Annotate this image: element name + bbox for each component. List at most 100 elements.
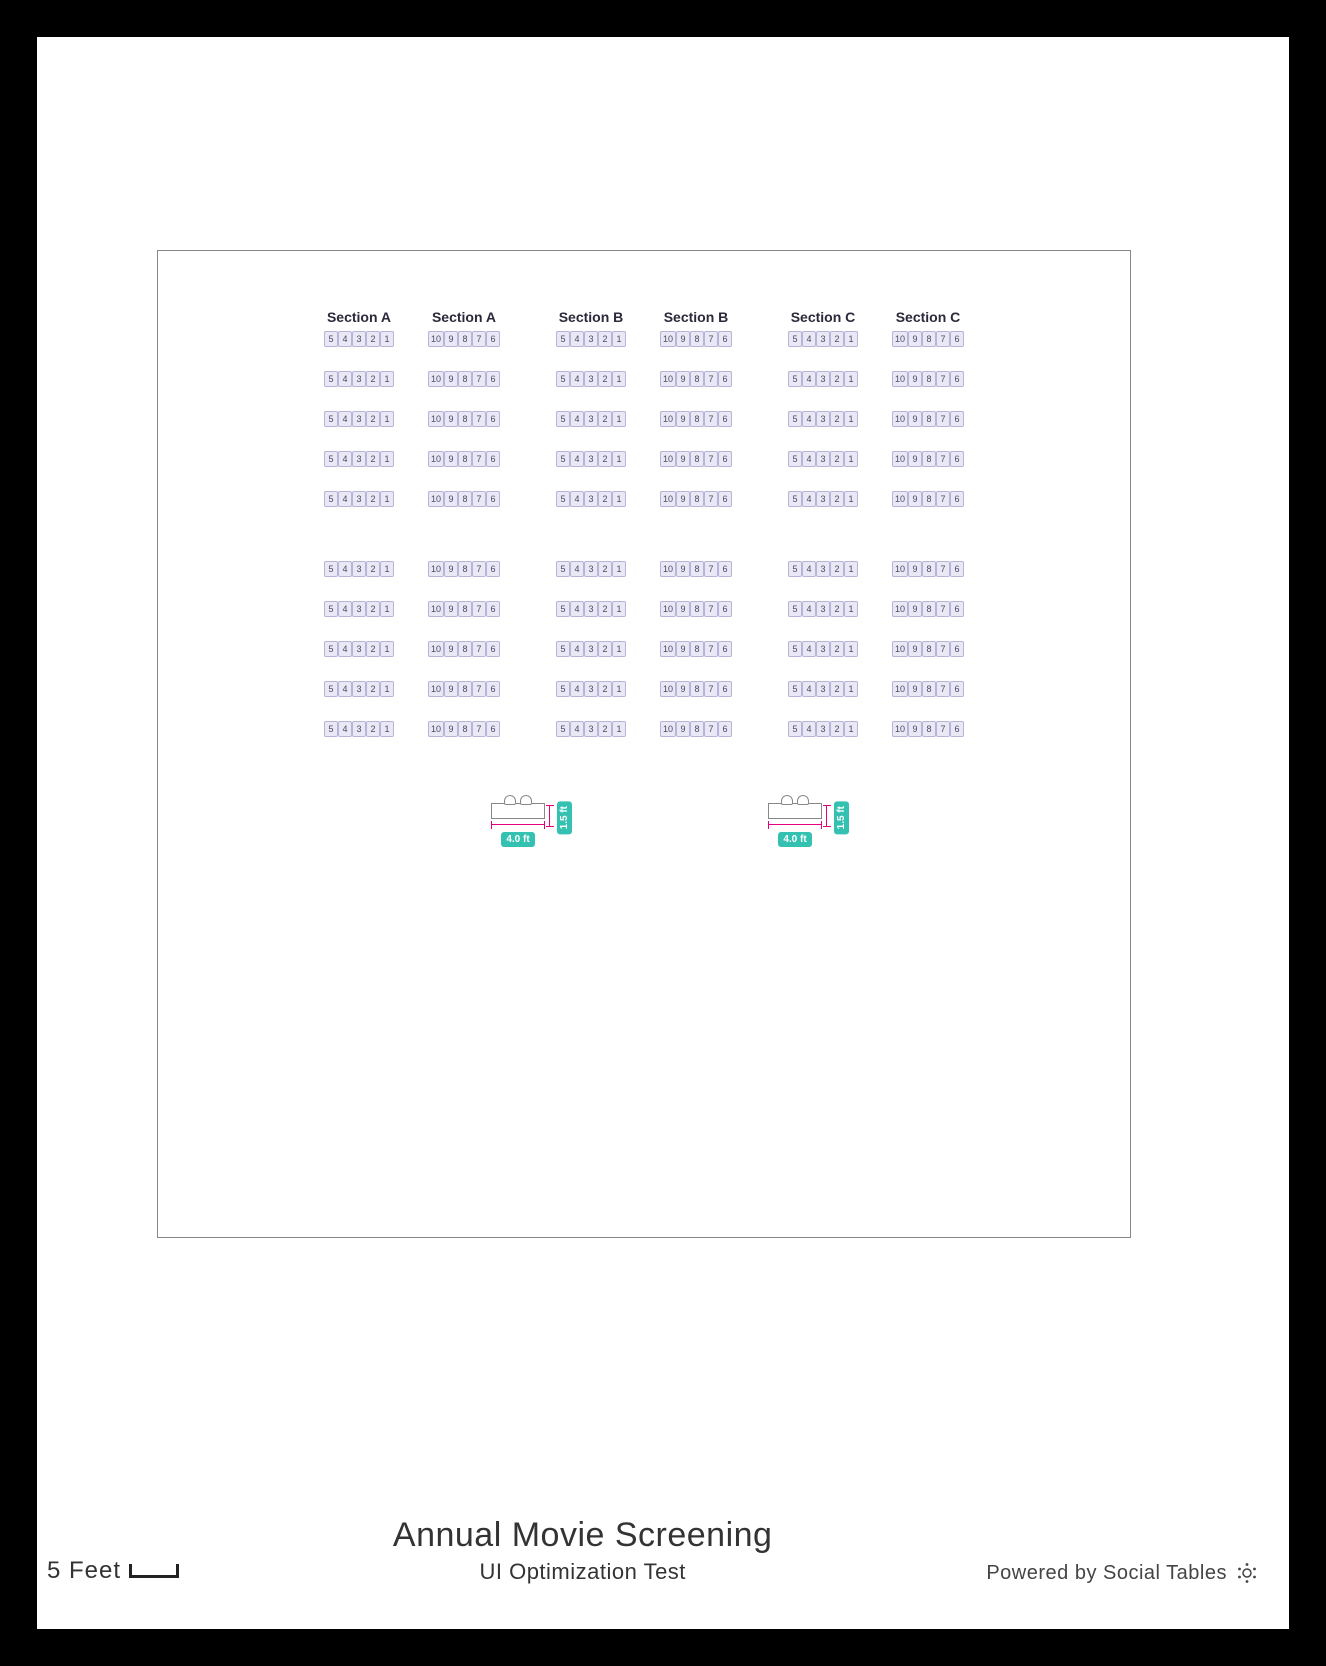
seat[interactable]: 9 bbox=[444, 411, 458, 427]
seat[interactable]: 4 bbox=[802, 411, 816, 427]
seat[interactable]: 8 bbox=[690, 451, 704, 467]
seat[interactable]: 1 bbox=[612, 561, 626, 577]
seat[interactable]: 9 bbox=[676, 721, 690, 737]
seat[interactable]: 5 bbox=[556, 721, 570, 737]
seat[interactable]: 9 bbox=[908, 681, 922, 697]
seat[interactable]: 10 bbox=[892, 411, 908, 427]
seat[interactable]: 8 bbox=[458, 681, 472, 697]
seat[interactable]: 6 bbox=[950, 721, 964, 737]
seat[interactable]: 8 bbox=[690, 491, 704, 507]
seat[interactable]: 5 bbox=[788, 561, 802, 577]
seat[interactable]: 5 bbox=[788, 491, 802, 507]
seat[interactable]: 6 bbox=[718, 491, 732, 507]
seat[interactable]: 4 bbox=[570, 681, 584, 697]
seat[interactable]: 2 bbox=[366, 411, 380, 427]
seat[interactable]: 9 bbox=[444, 641, 458, 657]
seat[interactable]: 9 bbox=[444, 721, 458, 737]
seat[interactable]: 1 bbox=[380, 721, 394, 737]
seat[interactable]: 10 bbox=[892, 491, 908, 507]
seat[interactable]: 7 bbox=[472, 721, 486, 737]
seat[interactable]: 6 bbox=[950, 371, 964, 387]
seat[interactable]: 9 bbox=[908, 451, 922, 467]
seat[interactable]: 7 bbox=[704, 721, 718, 737]
seat[interactable]: 5 bbox=[324, 411, 338, 427]
seat[interactable]: 4 bbox=[338, 331, 352, 347]
seat[interactable]: 10 bbox=[660, 601, 676, 617]
table-object[interactable]: 1.5 ft4.0 ft bbox=[491, 795, 563, 847]
seat[interactable]: 7 bbox=[936, 491, 950, 507]
seat[interactable]: 2 bbox=[598, 331, 612, 347]
seat[interactable]: 6 bbox=[718, 411, 732, 427]
seat[interactable]: 1 bbox=[844, 371, 858, 387]
seat[interactable]: 3 bbox=[816, 451, 830, 467]
seat[interactable]: 4 bbox=[802, 721, 816, 737]
seat[interactable]: 6 bbox=[950, 601, 964, 617]
seat[interactable]: 10 bbox=[428, 491, 444, 507]
seat[interactable]: 2 bbox=[830, 641, 844, 657]
seat[interactable]: 10 bbox=[660, 641, 676, 657]
seat[interactable]: 3 bbox=[816, 721, 830, 737]
seat[interactable]: 8 bbox=[690, 331, 704, 347]
seat[interactable]: 4 bbox=[338, 721, 352, 737]
seat[interactable]: 2 bbox=[366, 601, 380, 617]
seat[interactable]: 7 bbox=[936, 561, 950, 577]
seat[interactable]: 6 bbox=[718, 601, 732, 617]
seat[interactable]: 8 bbox=[458, 491, 472, 507]
seat[interactable]: 2 bbox=[830, 561, 844, 577]
seat[interactable]: 1 bbox=[612, 721, 626, 737]
seat[interactable]: 1 bbox=[612, 491, 626, 507]
seat[interactable]: 6 bbox=[718, 331, 732, 347]
seat[interactable]: 5 bbox=[788, 371, 802, 387]
seat[interactable]: 1 bbox=[612, 451, 626, 467]
seat[interactable]: 5 bbox=[788, 451, 802, 467]
seat[interactable]: 1 bbox=[380, 601, 394, 617]
seat[interactable]: 9 bbox=[908, 561, 922, 577]
seat[interactable]: 4 bbox=[570, 641, 584, 657]
seat[interactable]: 8 bbox=[922, 601, 936, 617]
seat[interactable]: 9 bbox=[908, 601, 922, 617]
seat[interactable]: 5 bbox=[324, 331, 338, 347]
seat[interactable]: 2 bbox=[366, 641, 380, 657]
seat[interactable]: 4 bbox=[802, 451, 816, 467]
seat[interactable]: 9 bbox=[444, 451, 458, 467]
seat[interactable]: 3 bbox=[816, 371, 830, 387]
seat[interactable]: 9 bbox=[676, 601, 690, 617]
seat[interactable]: 3 bbox=[352, 601, 366, 617]
seat[interactable]: 6 bbox=[486, 491, 500, 507]
seat[interactable]: 10 bbox=[660, 371, 676, 387]
seat[interactable]: 8 bbox=[690, 681, 704, 697]
seat[interactable]: 3 bbox=[352, 411, 366, 427]
seat[interactable]: 10 bbox=[428, 641, 444, 657]
seat[interactable]: 3 bbox=[352, 641, 366, 657]
seat[interactable]: 9 bbox=[676, 411, 690, 427]
seat[interactable]: 5 bbox=[556, 451, 570, 467]
seat[interactable]: 3 bbox=[352, 451, 366, 467]
seat[interactable]: 6 bbox=[718, 681, 732, 697]
seat[interactable]: 10 bbox=[660, 721, 676, 737]
seat[interactable]: 1 bbox=[380, 681, 394, 697]
seat[interactable]: 7 bbox=[936, 451, 950, 467]
seat[interactable]: 10 bbox=[428, 371, 444, 387]
seat[interactable]: 1 bbox=[612, 601, 626, 617]
seat[interactable]: 1 bbox=[844, 561, 858, 577]
seat[interactable]: 2 bbox=[598, 371, 612, 387]
seat[interactable]: 7 bbox=[704, 331, 718, 347]
seat[interactable]: 8 bbox=[458, 331, 472, 347]
seat[interactable]: 7 bbox=[936, 681, 950, 697]
seat[interactable]: 1 bbox=[612, 681, 626, 697]
seat[interactable]: 4 bbox=[570, 451, 584, 467]
seat[interactable]: 3 bbox=[584, 601, 598, 617]
seat[interactable]: 4 bbox=[338, 491, 352, 507]
seat[interactable]: 5 bbox=[324, 491, 338, 507]
seat[interactable]: 10 bbox=[660, 681, 676, 697]
seat[interactable]: 3 bbox=[816, 601, 830, 617]
seat[interactable]: 5 bbox=[788, 681, 802, 697]
seat[interactable]: 4 bbox=[338, 601, 352, 617]
seat[interactable]: 9 bbox=[444, 681, 458, 697]
seat[interactable]: 6 bbox=[950, 491, 964, 507]
seat[interactable]: 2 bbox=[830, 451, 844, 467]
seat[interactable]: 4 bbox=[338, 641, 352, 657]
seat[interactable]: 10 bbox=[892, 371, 908, 387]
seat[interactable]: 10 bbox=[660, 331, 676, 347]
seat[interactable]: 8 bbox=[690, 601, 704, 617]
